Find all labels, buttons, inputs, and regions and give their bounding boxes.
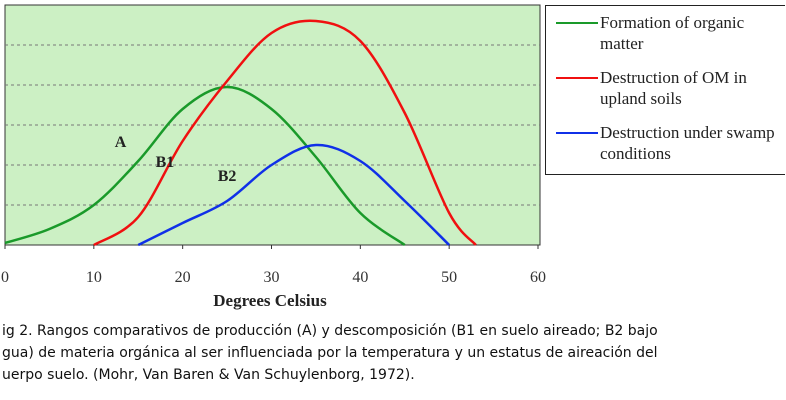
annotation: A [115, 134, 127, 151]
legend-label: Formation of organic matter [600, 13, 745, 53]
x-tick-label: 10 [86, 269, 102, 286]
caption-line: ig 2. Rangos comparativos de producción … [2, 323, 658, 339]
legend-swatch [556, 132, 598, 134]
x-axis-title: Degrees Celsius [213, 291, 327, 310]
legend-item: Destruction of OM in upland soils [556, 67, 775, 109]
x-tick-label: 50 [441, 269, 457, 286]
x-tick-label: 60 [530, 269, 546, 286]
x-tick-label: 20 [175, 269, 191, 286]
caption-line: uerpo suelo. (Mohr, Van Baren & Van Schu… [2, 367, 415, 383]
annotation: B1 [156, 154, 175, 171]
x-tick-label: 0 [1, 269, 9, 286]
legend-swatch [556, 22, 598, 24]
legend: Formation of organic matter Destruction o… [545, 5, 785, 175]
line-series [93, 19, 477, 247]
legend-label: Destruction under swamp conditions [600, 123, 775, 163]
x-tick-label: 40 [352, 269, 368, 286]
legend-item: Destruction under swamp conditions [556, 122, 775, 164]
legend-item: Formation of organic matter [556, 12, 775, 54]
x-tick-label: 30 [264, 269, 280, 286]
line-series [4, 85, 406, 247]
annotation: B2 [218, 168, 237, 185]
line-series [137, 143, 451, 247]
caption: ig 2. Rangos comparativos de producción … [2, 320, 658, 386]
caption-line: gua) de materia orgánica al ser influenc… [2, 345, 658, 361]
legend-swatch [556, 77, 598, 79]
legend-label: Destruction of OM in upland soils [600, 68, 747, 108]
